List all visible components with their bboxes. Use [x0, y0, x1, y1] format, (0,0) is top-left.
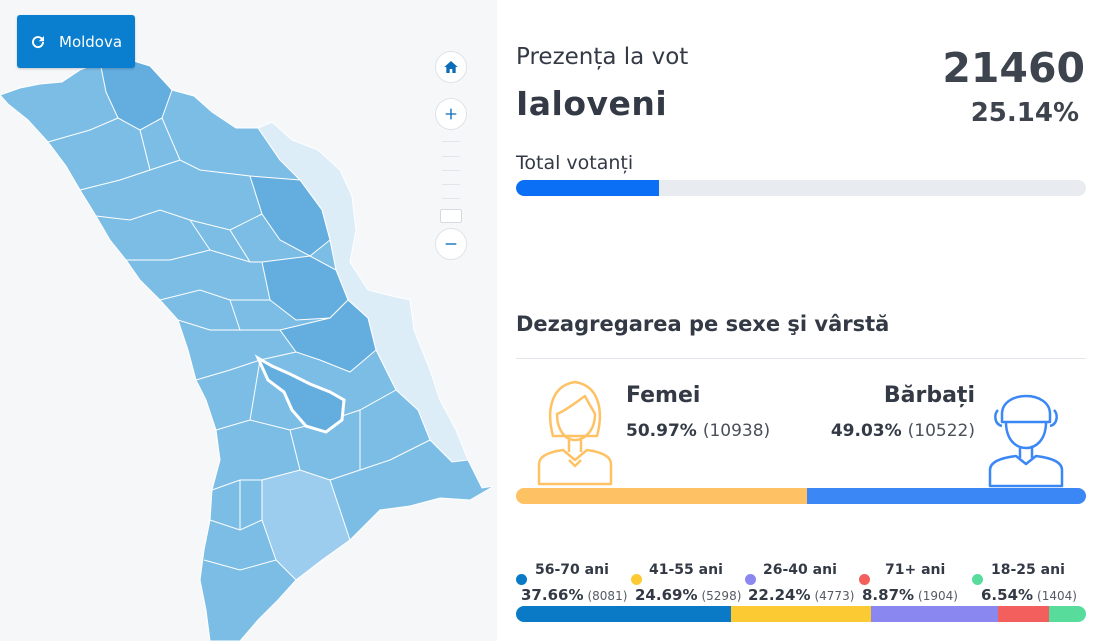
breakdown-title: Dezagregarea pe sexe şi vârstă	[516, 312, 890, 336]
map-region-ialoveni-selected[interactable]	[254, 354, 346, 434]
moldova-map[interactable]	[0, 0, 497, 641]
age-percent: 24.69% (5298)	[635, 586, 741, 604]
age-label: 26-40 ani	[763, 562, 837, 578]
age-percent: 8.87% (1904)	[862, 586, 958, 604]
country-button-label: Moldova	[59, 32, 123, 51]
zoom-slider-tick[interactable]	[442, 141, 460, 142]
age-bar-segment-26-40[interactable]	[871, 606, 999, 622]
male-percent: 49.03%	[830, 421, 902, 441]
age-percent-value: 37.66%	[521, 586, 584, 604]
map-region-south-light[interactable]	[261, 469, 351, 581]
home-icon	[444, 61, 458, 73]
age-count: (1404)	[1037, 589, 1077, 603]
female-count: (10938)	[702, 421, 771, 441]
age-count: (8081)	[587, 589, 628, 603]
turnout-title: Prezența la vot	[516, 44, 689, 70]
age-count: (5298)	[701, 589, 742, 603]
zoom-home-button[interactable]	[435, 51, 467, 83]
age-bar	[516, 606, 1086, 622]
zoom-out-button[interactable]	[435, 228, 467, 260]
zoom-slider-tick[interactable]	[442, 170, 460, 171]
age-percent-value: 6.54%	[981, 586, 1034, 604]
age-dot	[516, 574, 527, 585]
age-percent: 37.66% (8081)	[521, 586, 627, 604]
age-percent: 6.54% (1404)	[981, 586, 1077, 604]
age-bar-segment-71-plus[interactable]	[998, 606, 1049, 622]
age-label: 41-55 ani	[649, 562, 723, 578]
gender-bar-male[interactable]	[806, 488, 1086, 504]
age-bar-segment-56-70[interactable]	[516, 606, 731, 622]
female-label: Femei	[626, 383, 701, 408]
age-percent-value: 8.87%	[862, 586, 915, 604]
zoom-slider-tick[interactable]	[442, 156, 460, 157]
age-percent-value: 24.69%	[635, 586, 698, 604]
map-region-center[interactable]	[279, 299, 377, 373]
woman-avatar-icon	[537, 380, 613, 486]
breakdown-divider	[516, 358, 1086, 359]
total-voters-progress-fill	[516, 180, 660, 196]
age-count: (1904)	[918, 589, 958, 603]
age-label: 71+ ani	[885, 562, 946, 578]
age-dot	[859, 574, 870, 585]
age-label: 56-70 ani	[535, 562, 609, 578]
age-legend: 56-70 ani 37.66% (8081) 41-55 ani 24.69%(…	[516, 562, 1086, 606]
male-stats: 49.03% (10522)	[831, 421, 975, 441]
map-district-borders	[47, 117, 431, 571]
male-count: (10522)	[907, 421, 975, 441]
turnout-count: 21460	[942, 44, 1085, 92]
zoom-slider-tick[interactable]	[442, 198, 460, 199]
age-dot	[745, 574, 756, 585]
region-name: Ialoveni	[516, 84, 668, 123]
country-button[interactable]: Moldova	[17, 15, 135, 68]
gender-bar-female[interactable]	[516, 488, 807, 504]
age-percent: 22.24% (4773)	[748, 586, 854, 604]
zoom-slider-tick[interactable]	[442, 184, 460, 185]
age-count: (4773)	[814, 589, 855, 603]
age-percent-value: 22.24%	[748, 586, 811, 604]
female-stats: 50.97% (10938)	[626, 421, 770, 441]
female-percent: 50.97%	[626, 421, 697, 441]
minus-icon	[445, 243, 457, 245]
total-voters-label: Total votanți	[516, 152, 634, 174]
man-avatar-icon	[988, 394, 1064, 488]
map-panel[interactable]: Moldova	[0, 0, 497, 641]
plus-icon	[445, 108, 457, 120]
total-voters-progress	[516, 180, 1086, 196]
zoom-slider-handle[interactable]	[440, 209, 462, 223]
age-bar-segment-41-55[interactable]	[730, 606, 872, 622]
gender-bar	[516, 488, 1086, 504]
turnout-percent: 25.14%	[970, 98, 1079, 128]
age-bar-segment-18-25[interactable]	[1048, 606, 1086, 622]
refresh-icon	[32, 35, 45, 48]
zoom-in-button[interactable]	[435, 98, 467, 130]
age-label: 18-25 ani	[991, 562, 1065, 578]
male-label: Bărbați	[883, 383, 975, 408]
age-dot	[972, 574, 983, 585]
age-dot	[631, 574, 642, 585]
map-region-east-1[interactable]	[249, 175, 331, 257]
